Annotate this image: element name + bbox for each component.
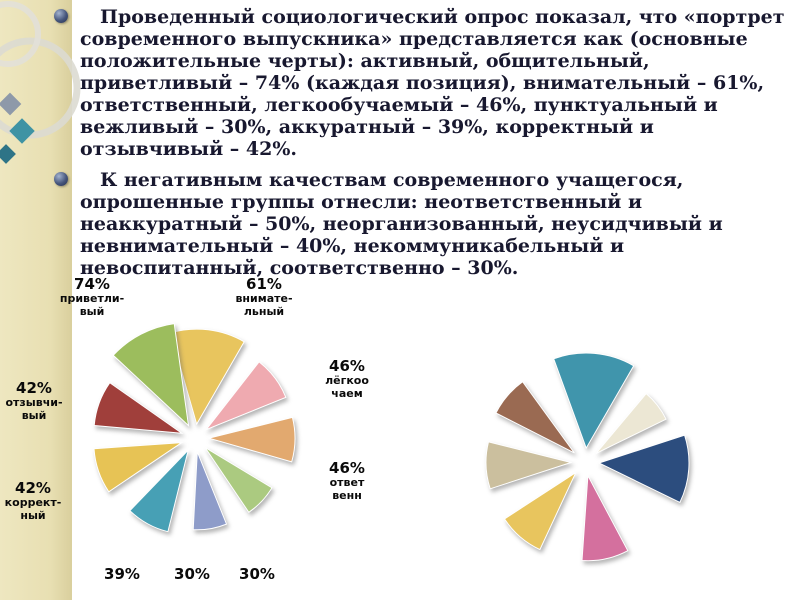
pie-1-slice-3 <box>581 473 629 562</box>
pie-label: 30% <box>174 565 210 583</box>
pie-0-slice-8 <box>112 323 190 427</box>
body-text: Проведенный социологический опрос показа… <box>54 6 788 288</box>
pie-label-line: внимате- <box>235 292 293 306</box>
pie-1-slice-2 <box>597 434 690 504</box>
pie-label-line: венн <box>332 488 362 502</box>
paragraph-text: Проведенный социологический опрос показа… <box>80 6 785 160</box>
pie-label-line: льный <box>243 304 285 318</box>
pie-0-slice-1 <box>204 361 287 431</box>
paragraph-text: К негативным качествам современного учащ… <box>80 169 723 279</box>
pie-0-slice-7 <box>93 382 184 434</box>
paragraph-negative-traits: К негативным качествам современного учащ… <box>54 169 788 279</box>
paragraph-positive-traits: Проведенный социологический опрос показа… <box>54 6 788 160</box>
pie-label: 46% лёгкоо чаем <box>325 357 369 400</box>
bullet-icon <box>54 9 68 23</box>
pie-label: 46% ответ венн <box>329 459 365 502</box>
side-strip <box>0 0 72 600</box>
pie-0-slice-4 <box>192 451 228 531</box>
pie-1-slice-5 <box>485 441 573 490</box>
pie-0-slice-5 <box>129 448 190 533</box>
pie-label-line: 30% <box>174 565 210 583</box>
pie-1-slice-1 <box>595 392 667 454</box>
pie-1-slice-0 <box>553 352 635 450</box>
bullet-icon <box>54 172 68 186</box>
pie-label-line: чаем <box>331 386 363 400</box>
pie-0-slice-6 <box>93 441 184 493</box>
pie-0-slice-2 <box>207 416 296 463</box>
pie-label-line: 39% <box>104 565 140 583</box>
pie-1-slice-6 <box>495 381 575 454</box>
pie-0-slice-3 <box>204 447 273 513</box>
pie-label-line: 46% <box>329 357 365 375</box>
pie-label-line: 46% <box>329 459 365 477</box>
pie-0-slice-0 <box>169 328 245 426</box>
pie-label: 39% <box>104 565 140 583</box>
pie-label: 30% <box>239 565 275 583</box>
pie-label-line: лёгкоо <box>325 374 369 388</box>
pie-1-slice-4 <box>503 471 577 551</box>
pie-label-line: ответ <box>329 476 365 490</box>
pie-label-line: 30% <box>239 565 275 583</box>
